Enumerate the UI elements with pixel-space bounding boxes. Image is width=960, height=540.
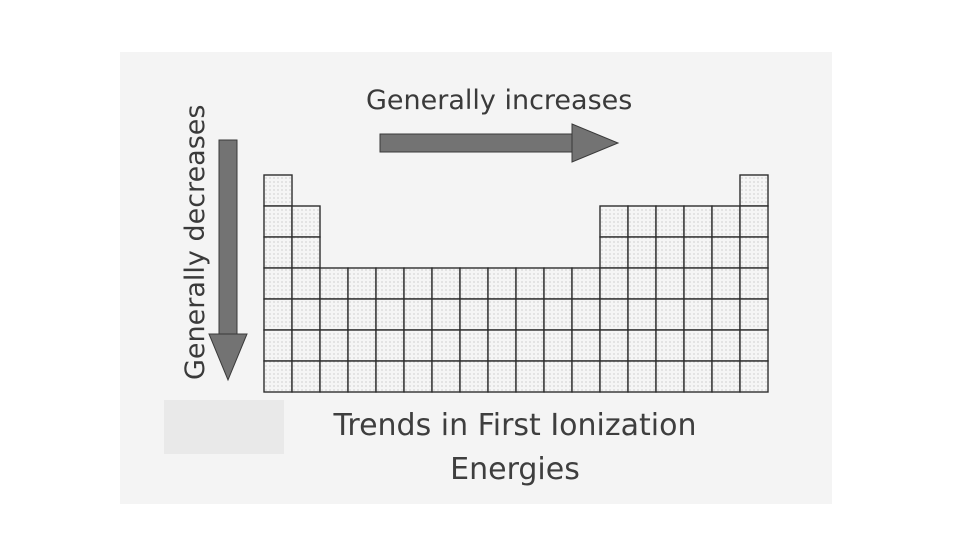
element-cell [571,360,601,393]
element-cell [543,298,573,331]
element-cell [263,174,293,207]
element-cell [375,360,405,393]
element-cell [683,267,713,300]
element-cell [739,236,769,269]
element-cell [291,329,321,362]
element-cell [711,205,741,238]
element-cell [319,298,349,331]
element-cell [739,174,769,207]
element-cell [711,267,741,300]
element-cell [347,298,377,331]
element-cell [263,205,293,238]
element-cell [515,267,545,300]
element-cell [403,329,433,362]
element-cell [263,329,293,362]
element-cell [655,205,685,238]
element-cell [319,329,349,362]
down-arrow-icon [208,139,248,382]
element-cell [655,298,685,331]
element-cell [459,267,489,300]
element-cell [627,205,657,238]
element-cell [599,205,629,238]
element-cell [515,298,545,331]
element-cell [459,329,489,362]
element-cell [683,298,713,331]
element-cell [599,360,629,393]
element-cell [291,236,321,269]
element-cell [487,329,517,362]
element-cell [711,298,741,331]
element-cell [655,360,685,393]
element-cell [403,360,433,393]
element-cell [543,329,573,362]
element-cell [683,236,713,269]
caption-line-2: Energies [450,452,580,487]
element-cell [515,360,545,393]
element-cell [375,298,405,331]
element-cell [487,267,517,300]
element-cell [291,205,321,238]
element-cell [655,236,685,269]
element-cell [459,298,489,331]
element-cell [375,329,405,362]
element-cell [739,329,769,362]
element-cell [403,267,433,300]
element-cell [375,267,405,300]
element-cell [739,360,769,393]
element-cell [543,267,573,300]
element-cell [263,236,293,269]
element-cell [403,298,433,331]
element-cell [291,360,321,393]
element-cell [431,267,461,300]
element-cell [627,267,657,300]
element-cell [627,360,657,393]
element-cell [431,298,461,331]
element-cell [459,360,489,393]
element-cell [655,267,685,300]
element-cell [571,298,601,331]
element-cell [263,298,293,331]
element-cell [739,205,769,238]
element-cell [599,329,629,362]
element-cell [571,329,601,362]
element-cell [599,236,629,269]
element-cell [263,267,293,300]
element-cell [711,360,741,393]
right-arrow-icon [379,123,620,163]
element-cell [263,360,293,393]
element-cell [487,298,517,331]
periodic-table-grid [263,174,769,393]
element-cell [347,267,377,300]
element-cell [515,329,545,362]
horizontal-trend-label: Generally increases [366,85,633,116]
diagram-caption: Trends in First Ionization Energies [310,404,720,492]
element-cell [319,360,349,393]
element-cell [683,329,713,362]
element-cell [683,205,713,238]
element-cell [319,267,349,300]
element-cell [431,360,461,393]
caption-line-1: Trends in First Ionization [333,408,697,443]
element-cell [599,267,629,300]
element-cell [739,298,769,331]
element-cell [291,298,321,331]
element-cell [347,329,377,362]
element-cell [571,267,601,300]
element-cell [627,236,657,269]
element-cell [543,360,573,393]
element-cell [291,267,321,300]
element-cell [487,360,517,393]
element-cell [599,298,629,331]
element-cell [431,329,461,362]
element-cell [347,360,377,393]
element-cell [711,236,741,269]
element-cell [627,298,657,331]
faded-scan-artifact [164,400,284,454]
element-cell [711,329,741,362]
element-cell [627,329,657,362]
element-cell [655,329,685,362]
element-cell [739,267,769,300]
element-cell [683,360,713,393]
